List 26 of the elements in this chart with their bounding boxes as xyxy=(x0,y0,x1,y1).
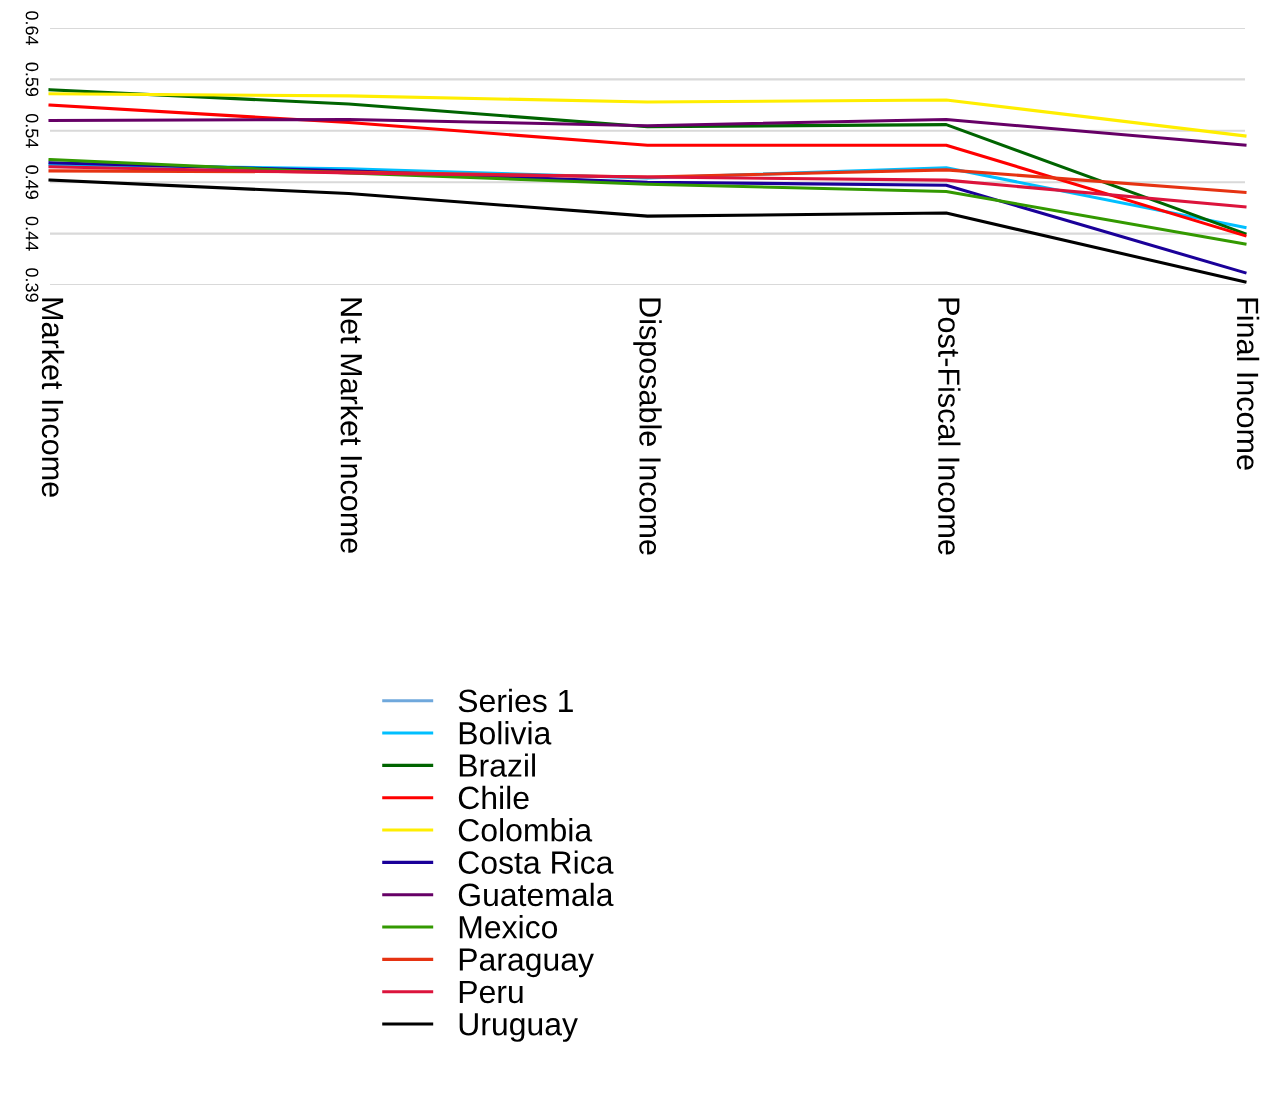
y-tick-label: 0.59 xyxy=(25,62,39,97)
x-tick-label: Net Market Income xyxy=(340,298,363,553)
legend-label: Chile xyxy=(458,785,529,810)
legend-label: Uruguay xyxy=(459,1013,578,1042)
line-series xyxy=(48,178,1247,284)
legend-label: Costa Rica xyxy=(458,850,614,874)
legend-label: Paraguay xyxy=(459,948,594,978)
legend-label: Guatemala xyxy=(458,882,614,907)
y-tick-label: 0.64 xyxy=(25,11,39,46)
legend-label: Series 1 xyxy=(458,688,573,713)
x-tick-label: Post-Fiscal Income xyxy=(938,298,961,555)
legend-label: Colombia xyxy=(458,818,593,842)
legend-label: Bolivia xyxy=(459,721,552,745)
y-tick-label: 0.54 xyxy=(25,113,39,148)
x-tick-label: Market Income xyxy=(41,298,65,497)
x-tick-label: Disposable Income xyxy=(633,298,662,555)
y-tick-label: 0.39 xyxy=(25,268,39,302)
x-tick-label: Final Income xyxy=(1236,298,1260,470)
legend-label: Mexico xyxy=(459,915,558,939)
line-series xyxy=(48,117,1247,147)
legend-label: Brazil xyxy=(459,753,535,777)
line-series xyxy=(48,165,1247,209)
line-series xyxy=(48,92,1247,138)
y-tick-label: 0.44 xyxy=(25,216,39,251)
y-tick-label: 0.49 xyxy=(25,165,39,199)
legend-label: Peru xyxy=(459,980,523,1004)
